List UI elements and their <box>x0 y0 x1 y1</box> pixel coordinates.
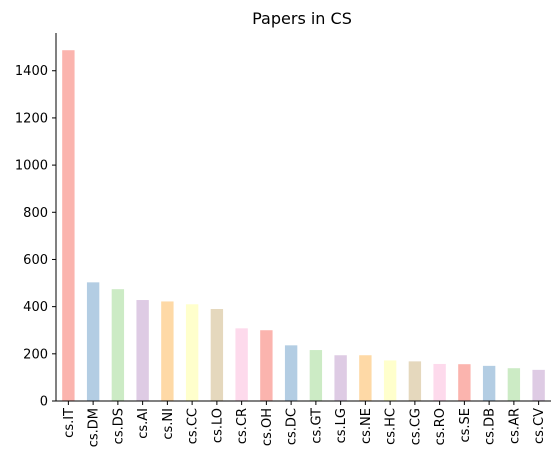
x-tick-label: cs.AR <box>507 408 522 444</box>
x-tick-label: cs.DB <box>483 408 498 445</box>
bar-cs-CG <box>409 361 421 401</box>
bar-cs-HC <box>384 360 396 401</box>
bar-cs-RO <box>433 364 445 401</box>
y-tick-label: 1000 <box>15 159 48 174</box>
bar-cs-SE <box>458 364 470 401</box>
bar-cs-OH <box>260 330 272 401</box>
y-tick-label: 1200 <box>15 111 48 126</box>
x-tick-label: cs.IT <box>62 408 77 438</box>
bar-cs-AI <box>136 300 148 401</box>
y-tick-label: 600 <box>23 253 48 268</box>
bar-cs-DB <box>483 366 495 401</box>
x-tick-label: cs.GT <box>309 408 324 444</box>
bar-cs-CC <box>186 304 198 401</box>
x-tick-label: cs.OH <box>260 408 275 446</box>
x-tick-label: cs.CG <box>408 408 423 445</box>
bar-cs-NE <box>359 355 371 401</box>
y-tick-label: 400 <box>23 300 48 315</box>
x-tick-label: cs.DS <box>111 408 126 444</box>
bar-cs-DS <box>112 289 124 401</box>
bar-cs-LG <box>334 355 346 401</box>
x-tick-label: cs.DM <box>87 408 102 447</box>
x-tick-label: cs.CR <box>235 408 250 444</box>
bars-group <box>62 50 545 401</box>
bar-cs-DM <box>87 282 99 401</box>
x-tick-label: cs.LO <box>210 408 225 443</box>
x-tick-label: cs.DC <box>285 408 300 445</box>
bar-cs-GT <box>310 350 322 401</box>
x-tick-label: cs.CC <box>186 408 201 444</box>
bar-cs-NI <box>161 301 173 401</box>
x-tick-label: cs.HC <box>384 408 399 445</box>
y-tick-label: 0 <box>40 395 48 410</box>
bar-cs-CR <box>235 328 247 401</box>
x-tick-label: cs.RO <box>433 408 448 445</box>
x-tick-label: cs.LG <box>334 408 349 443</box>
x-tick-label: cs.CV <box>532 408 547 444</box>
bar-cs-LO <box>211 309 223 401</box>
bar-cs-DC <box>285 345 297 401</box>
chart-title: Papers in CS <box>252 9 352 28</box>
y-tick-label: 200 <box>23 347 48 362</box>
y-tick-label: 1400 <box>15 64 48 79</box>
bar-cs-CV <box>532 370 544 401</box>
bar-cs-AR <box>508 368 520 401</box>
y-tick-label: 800 <box>23 206 48 221</box>
bar-cs-IT <box>62 50 74 401</box>
y-axis: 0 200 400 600 800 1000 1200 1400 <box>15 33 56 410</box>
x-tick-label: cs.NI <box>161 408 176 440</box>
x-tick-label: cs.AI <box>136 408 151 439</box>
x-axis: cs.IT cs.DM cs.DS cs.AI cs.NI cs.CC cs.LO cs.CR… <box>56 401 551 447</box>
x-tick-label: cs.NE <box>359 408 374 444</box>
x-tick-label: cs.SE <box>458 408 473 443</box>
